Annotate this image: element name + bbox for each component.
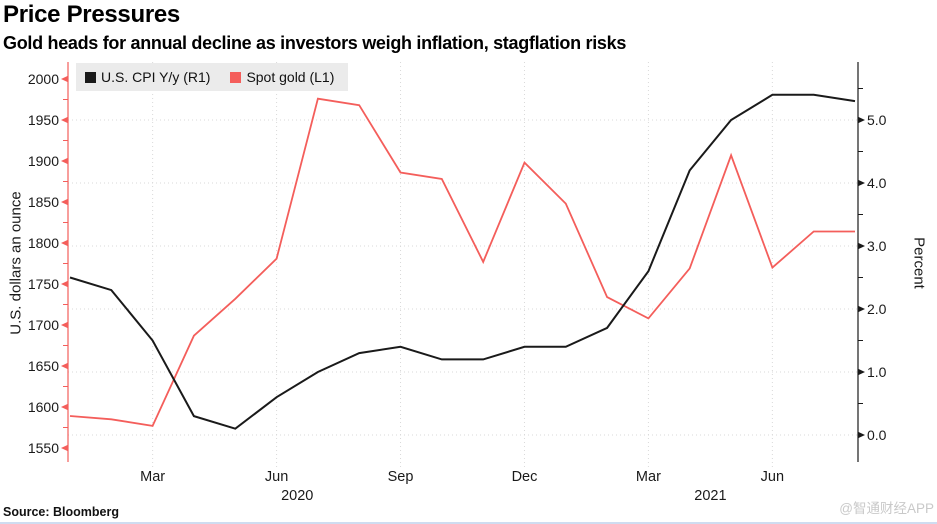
svg-text:Jun: Jun [265,469,288,485]
svg-text:1750: 1750 [28,276,59,292]
left-axis: 1550 1600 1650 1700 1750 1800 1850 1900 1950 2000 [28,62,69,462]
legend-item-cpi: U.S. CPI Y/y (R1) [85,69,210,85]
svg-text:1600: 1600 [28,399,59,415]
cpi-series-swatch-icon [85,71,96,83]
cpi-line [69,93,856,430]
svg-text:1700: 1700 [28,317,59,333]
page-title: Price Pressures [3,1,180,28]
chart-legend: U.S. CPI Y/y (R1) Spot gold (L1) [76,63,349,91]
gold-series-swatch-icon [230,71,242,83]
legend-label-cpi: U.S. CPI Y/y (R1) [101,69,211,85]
legend-label-gold: Spot gold (L1) [246,69,335,85]
svg-text:Sep: Sep [388,469,414,485]
svg-text:1900: 1900 [28,153,59,169]
svg-text:Jun: Jun [761,469,784,485]
svg-text:2.0: 2.0 [867,301,887,317]
gold-line [69,97,855,427]
svg-text:2021: 2021 [694,488,726,504]
svg-text:Mar: Mar [140,469,165,485]
svg-text:1550: 1550 [28,440,59,456]
left-axis-title: U.S. dollars an ounce [7,191,25,335]
svg-text:1650: 1650 [28,358,59,374]
svg-text:4.0: 4.0 [867,175,887,191]
svg-text:Dec: Dec [512,469,538,485]
svg-text:1950: 1950 [28,112,59,128]
source-credit: Source: Bloomberg [3,505,119,519]
right-axis: 0.0 1.0 2.0 3.0 4.0 5.0 [857,62,887,462]
svg-text:1800: 1800 [28,235,59,251]
svg-text:Mar: Mar [636,469,661,485]
svg-text:2000: 2000 [28,71,59,87]
series-lines [69,93,856,430]
watermark: @智通财经APP [839,501,934,516]
gridlines [68,62,858,468]
svg-text:5.0: 5.0 [867,112,887,128]
svg-text:3.0: 3.0 [867,238,887,254]
legend-item-gold: Spot gold (L1) [230,69,334,85]
svg-text:1.0: 1.0 [867,364,887,380]
right-axis-title: Percent [910,237,928,289]
page-subtitle: Gold heads for annual decline as investo… [3,33,627,53]
x-axis-labels: Mar Jun Sep Dec Mar Jun 2020 2021 [140,469,784,504]
svg-text:2020: 2020 [281,488,313,504]
bottom-edge-bar [0,522,937,524]
svg-text:1850: 1850 [28,194,59,210]
svg-text:0.0: 0.0 [867,427,887,443]
